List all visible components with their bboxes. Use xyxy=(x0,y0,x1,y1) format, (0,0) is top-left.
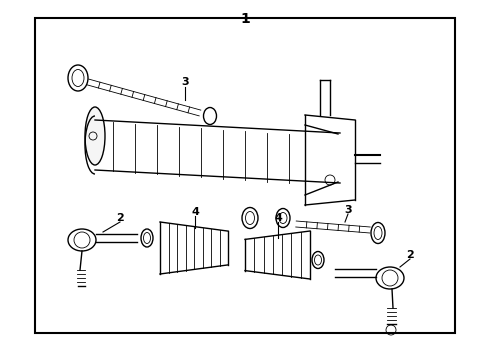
Bar xyxy=(35,18,455,333)
Text: 4: 4 xyxy=(274,213,282,223)
Text: 1: 1 xyxy=(240,12,250,26)
Text: 3: 3 xyxy=(344,205,352,215)
Text: 3: 3 xyxy=(181,77,189,87)
Text: 2: 2 xyxy=(116,213,124,223)
Text: 4: 4 xyxy=(191,207,199,217)
Text: 2: 2 xyxy=(406,250,414,260)
Ellipse shape xyxy=(85,107,105,165)
